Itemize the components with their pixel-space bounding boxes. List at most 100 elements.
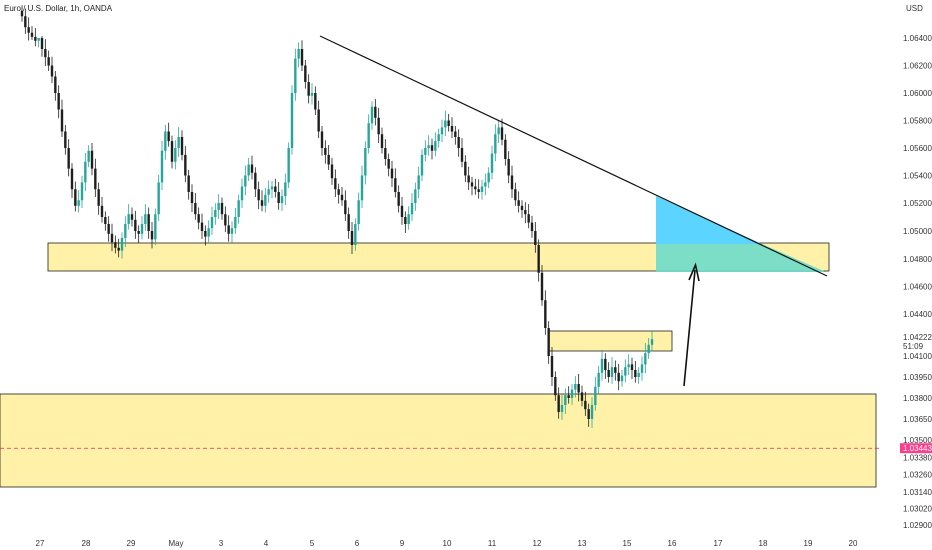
candle <box>180 130 184 161</box>
candle <box>384 139 387 166</box>
candle <box>440 119 444 142</box>
candle <box>87 145 90 168</box>
candle <box>577 373 580 402</box>
candle <box>434 132 437 157</box>
candle <box>227 215 230 242</box>
candle <box>324 140 327 164</box>
time-tick-label: 16 <box>668 539 677 548</box>
candle <box>460 138 464 168</box>
candle <box>70 163 74 199</box>
candle <box>594 376 597 411</box>
candle <box>607 362 610 383</box>
candle <box>144 204 147 231</box>
candle <box>357 192 360 231</box>
candle <box>104 211 107 231</box>
price-tick-label: 1.06200 <box>903 62 932 71</box>
candle <box>204 225 207 246</box>
candle <box>67 139 70 177</box>
candle <box>170 135 174 169</box>
candle <box>560 394 564 420</box>
candle <box>117 238 120 258</box>
candle <box>47 50 50 71</box>
time-tick-label: 3 <box>219 539 224 548</box>
candle <box>317 100 320 139</box>
candle <box>387 153 390 177</box>
price-tick-label: 1.03380 <box>903 453 932 462</box>
candle <box>490 145 494 180</box>
price-tick-label: 1.05000 <box>903 227 932 236</box>
support-zone-lower <box>0 393 877 488</box>
candle <box>194 193 197 220</box>
candle <box>537 239 540 282</box>
projection-arrow-shaft <box>683 269 696 387</box>
candle <box>547 321 550 364</box>
price-tick-label: 1.04600 <box>903 283 932 292</box>
candle <box>604 353 607 379</box>
candle <box>367 114 370 154</box>
candle <box>567 386 570 404</box>
candle <box>397 185 400 213</box>
candle <box>137 225 140 243</box>
price-tick-label: 1.03140 <box>903 488 932 497</box>
time-axis[interactable]: 27 28 29 May 3 4 5 6 9 10 11 12 13 15 16 17 18 19 20 <box>36 539 858 548</box>
candle <box>110 223 114 252</box>
candle <box>377 107 380 144</box>
candle <box>337 183 340 204</box>
candle <box>644 343 647 374</box>
candle <box>427 135 430 156</box>
candle <box>347 207 350 239</box>
candle <box>514 182 517 206</box>
candle <box>270 181 274 199</box>
candle <box>584 391 587 416</box>
candle <box>444 110 447 137</box>
candle <box>274 178 277 198</box>
price-tick-label: 1.06000 <box>903 89 932 98</box>
candle <box>174 140 177 170</box>
candle <box>40 36 44 57</box>
price-axis[interactable]: 1.06400 1.06200 1.06000 1.05800 1.05600 1.054… <box>900 34 932 530</box>
candle <box>574 376 577 398</box>
time-tick-label: 18 <box>759 539 768 548</box>
candle <box>407 206 410 230</box>
candle <box>380 127 384 154</box>
candle <box>414 182 417 211</box>
candle <box>60 99 64 137</box>
price-tick-label: 1.03020 <box>903 505 932 514</box>
time-tick-label: 27 <box>36 539 45 548</box>
candle <box>647 338 650 359</box>
candle <box>627 354 630 376</box>
candle <box>450 117 454 139</box>
candle <box>504 134 507 166</box>
candle <box>284 173 287 205</box>
time-tick-label: May <box>168 539 183 548</box>
support-zones <box>0 242 877 488</box>
candle <box>600 349 604 381</box>
candle <box>27 17 30 41</box>
candle <box>257 181 260 210</box>
candle <box>637 367 640 384</box>
price-tick-label: 1.05400 <box>903 172 932 181</box>
candle <box>217 194 220 219</box>
current-price-label: 1.04222 <box>903 333 932 342</box>
candle <box>160 140 164 191</box>
candle <box>650 330 654 352</box>
candle <box>404 211 407 233</box>
candle <box>454 126 457 145</box>
candle <box>20 5 24 22</box>
candle <box>164 124 167 160</box>
candle <box>44 39 47 67</box>
candle <box>120 232 124 259</box>
candle <box>554 371 557 401</box>
candle <box>234 208 237 234</box>
price-tick-label: 1.03500 <box>903 436 932 445</box>
candle <box>550 347 554 386</box>
candle <box>630 357 634 379</box>
price-tick-label: 1.02900 <box>903 521 932 530</box>
candle <box>140 216 144 240</box>
time-tick-label: 9 <box>400 539 405 548</box>
candle <box>124 216 127 247</box>
candle <box>114 235 117 254</box>
candle <box>350 222 354 254</box>
candle <box>297 42 300 68</box>
